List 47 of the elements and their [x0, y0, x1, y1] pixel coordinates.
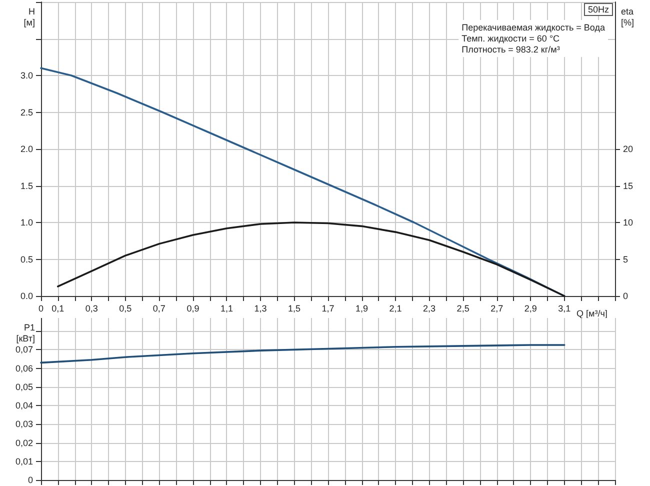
- x-tick-label: 1,9: [356, 304, 368, 314]
- y-axis-title: P1 [кВт]: [16, 322, 35, 344]
- y-tick-label: 0: [28, 475, 33, 485]
- y2-tick-label: 10: [623, 218, 634, 228]
- y-tick-label: 2.5: [20, 107, 33, 118]
- x-tick-label: 1,5: [288, 304, 300, 314]
- chart-title: 50Hz: [588, 4, 610, 14]
- y2-tick-label: 20: [623, 144, 634, 154]
- x-tick-label: 1,1: [220, 304, 233, 314]
- x-tick-label: 0,1: [52, 304, 64, 314]
- y-tick-label: 0,01: [15, 456, 33, 466]
- y-tick-label: 1.5: [20, 180, 33, 191]
- y-tick-label: 1.0: [20, 218, 33, 228]
- x-tick-label: 1,7: [322, 304, 334, 314]
- x-tick-label: 2,7: [490, 304, 504, 314]
- y-tick-label: 0,02: [15, 438, 33, 448]
- y2-tick-label: 5: [623, 254, 628, 264]
- line-series: [56, 222, 566, 297]
- x-tick-label: 2,9: [524, 304, 537, 314]
- annotation: Темп. жидкости = 60 °C: [462, 34, 560, 44]
- y2-axis-title: eta [%]: [621, 6, 634, 28]
- y-tick-label: 0,05: [15, 382, 33, 392]
- x-tick-label: 2,5: [456, 304, 470, 314]
- y-tick-label: 2.0: [20, 144, 33, 154]
- y-axis-title: H [м]: [24, 6, 35, 28]
- x-tick-label: 2,3: [423, 304, 436, 314]
- y-tick-label: 0,06: [15, 363, 33, 374]
- x-tick-label: 0,9: [186, 304, 200, 314]
- y-tick-label: 3.0: [20, 70, 33, 80]
- x-tick-label: 1,3: [254, 304, 267, 314]
- x-tick-label: 3,1: [558, 304, 571, 314]
- x-tick-label: 0,7: [152, 304, 166, 314]
- line-series: [40, 344, 566, 364]
- annotation: Перекачиваемая жидкость = Вода: [462, 22, 606, 32]
- x-axis-title: Q [м³/ч]: [576, 308, 608, 318]
- annotation: Плотность = 983.2 кг/м³: [462, 44, 560, 54]
- y-tick-label: 0,03: [15, 419, 33, 430]
- y2-tick-label: 0: [623, 291, 628, 301]
- y-tick-label: 0.0: [20, 291, 33, 301]
- x-tick-label: 0,3: [85, 304, 98, 314]
- y-tick-label: 0,04: [15, 400, 33, 411]
- x-tick-label: 0,5: [119, 304, 132, 314]
- y2-tick-label: 15: [623, 180, 634, 191]
- x-tick-label: 2,1: [389, 304, 402, 314]
- y-tick-label: 0,07: [15, 344, 33, 355]
- x-tick-label: 0: [38, 304, 44, 314]
- y-tick-label: 0.5: [20, 254, 33, 264]
